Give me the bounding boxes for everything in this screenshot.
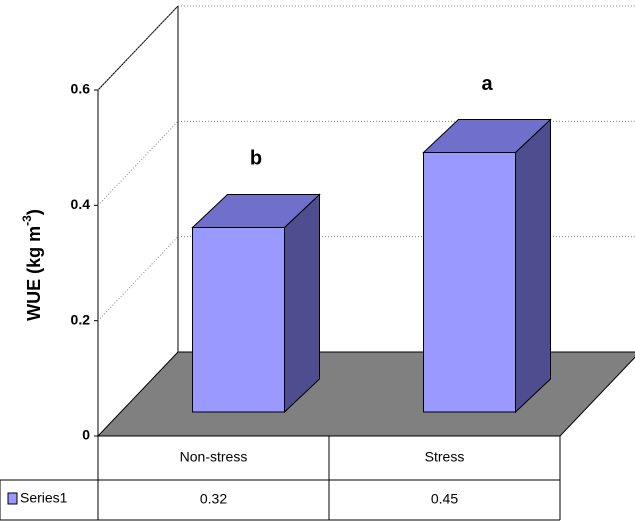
y-axis-label-end: ) xyxy=(24,209,44,215)
bar-side xyxy=(284,193,320,414)
y-tick-label: 0 xyxy=(82,427,90,443)
annotation: a xyxy=(481,73,493,95)
y-axis-label: WUE (kg m-3) xyxy=(20,209,44,321)
legend-key xyxy=(7,492,18,505)
annotation: b xyxy=(250,148,262,170)
data-table-grid xyxy=(0,436,561,521)
table-value: 0.32 xyxy=(200,491,227,507)
grid-line-side xyxy=(97,120,179,206)
grid-line-side xyxy=(97,5,179,91)
bar xyxy=(423,152,516,413)
y-tick-label: 0.4 xyxy=(71,196,91,212)
floor xyxy=(96,351,635,437)
x-tick-label: Non-stress xyxy=(180,449,248,465)
y-axis-label-sup: -3 xyxy=(20,215,34,226)
table-value: 0.45 xyxy=(431,491,458,507)
y-axis-label-main: WUE (kg m xyxy=(24,226,44,321)
legend-label: Series1 xyxy=(20,490,68,506)
y-tick-label: 0.6 xyxy=(71,81,91,97)
grid-line-side xyxy=(97,236,179,322)
x-tick-label: Stress xyxy=(425,449,465,465)
y-tick-label: 0.2 xyxy=(71,311,91,327)
bar-side xyxy=(515,118,551,414)
bar xyxy=(192,226,285,413)
